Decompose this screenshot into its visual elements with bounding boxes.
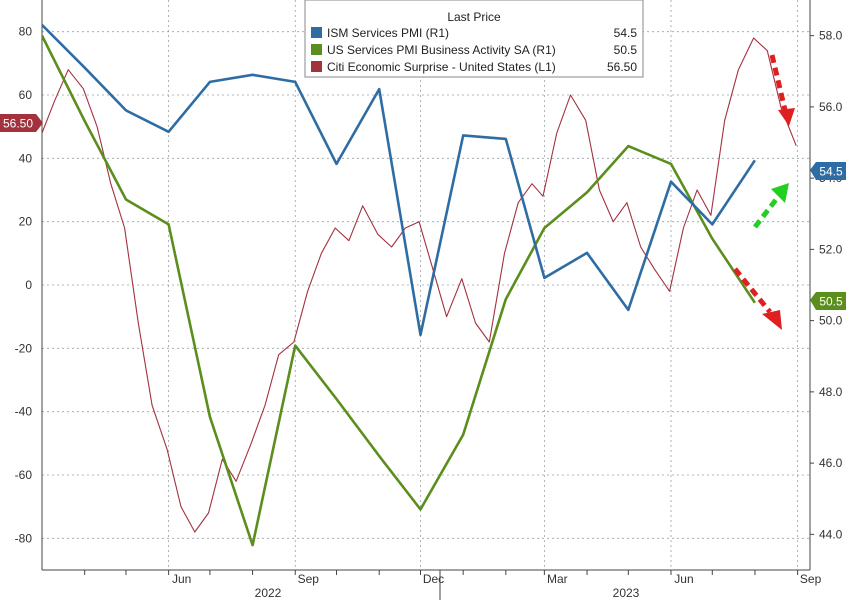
series-line-ism-services-pmi [42,23,756,337]
arrow-up-green [753,183,789,229]
left-badge-text: 56.50 [3,117,33,131]
x-axis: Jun Sep Dec Mar Jun Sep [84,570,822,586]
right-tick-label: 56.0 [819,100,843,114]
arrow-down-red-top [769,54,795,126]
left-tick-label: -20 [15,341,33,355]
grid [42,0,810,570]
x-tick-label: Jun [674,572,693,586]
legend-value-pmi: 50.5 [614,43,638,57]
left-tick-label: 0 [25,278,32,292]
right-tick-label: 46.0 [819,456,843,470]
legend-box [304,0,644,78]
right-pmi-last-value-badge: 50.5 [810,292,846,310]
legend-swatch-pmi [311,44,322,55]
right-tick-label: 52.0 [819,242,843,256]
left-axis: 80 60 40 20 0 -20 -40 -60 -80 [15,25,33,546]
legend-header: Last Price [447,10,501,24]
legend-label-pmi: US Services PMI Business Activity SA (R1… [327,43,556,57]
left-tick-label: 80 [19,25,33,39]
x-tick-label: Dec [423,572,444,586]
legend-value-ism: 54.5 [614,26,638,40]
x-tick-label: Jun [172,572,191,586]
left-tick-label: 40 [19,151,33,165]
right-pmi-badge-text: 50.5 [819,295,843,309]
left-last-value-badge: 56.50 [0,114,43,132]
left-tick-label: -80 [15,531,33,545]
left-tick-label: 20 [19,215,33,229]
legend-swatch-citi [311,61,322,72]
legend-label-citi: Citi Economic Surprise - United States (… [327,60,556,74]
legend: Last Price ISM Services PMI (R1) 54.5 US… [304,0,644,78]
legend-value-citi: 56.50 [607,60,637,74]
arrow-down-red-bottom [733,267,782,330]
x-tick-label: Mar [547,572,568,586]
left-tick-label: 60 [19,88,33,102]
x-year-label-2022: 2022 [255,586,282,600]
left-tick-label: -60 [15,468,33,482]
legend-swatch-ism [311,27,322,38]
right-tick-label: 58.0 [819,29,843,43]
x-year-label-2023: 2023 [613,586,640,600]
right-tick-label: 50.0 [819,314,843,328]
right-tick-label: 48.0 [819,385,843,399]
right-ism-badge-text: 54.5 [819,165,843,179]
x-tick-label: Sep [298,572,320,586]
series-line-us-services-pmi [42,35,756,547]
right-ism-last-value-badge: 54.5 [810,162,846,180]
series-points [41,24,797,546]
x-tick-label: Sep [800,572,822,586]
right-tick-label: 44.0 [819,527,843,541]
left-tick-label: -40 [15,405,33,419]
legend-label-ism: ISM Services PMI (R1) [327,26,449,40]
